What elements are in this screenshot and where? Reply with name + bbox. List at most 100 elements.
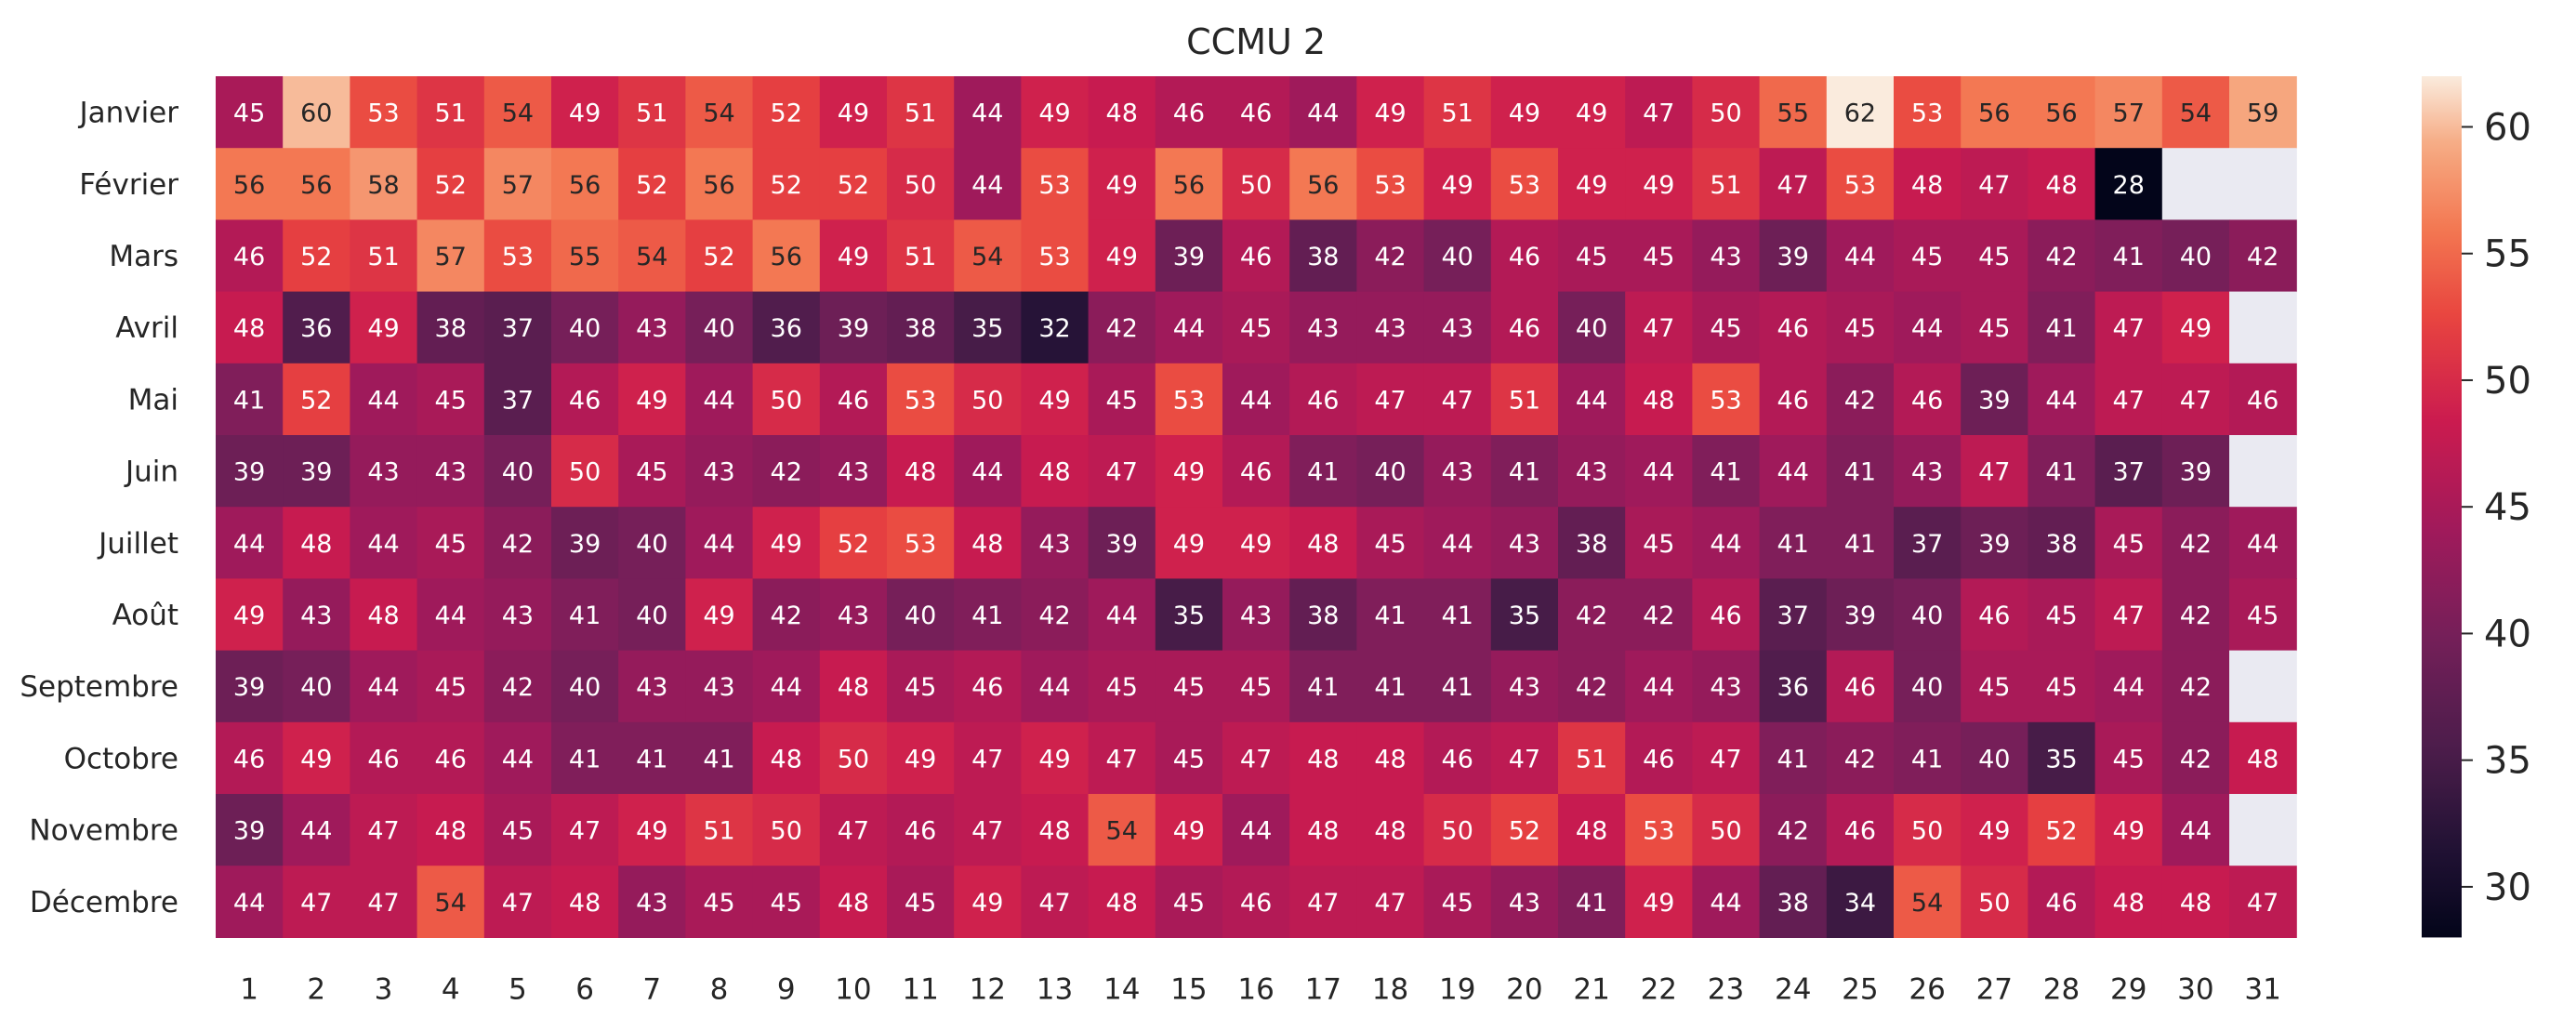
colorbar-tick-label: 35 (2484, 740, 2531, 783)
heatmap-cell (1289, 291, 1357, 364)
heatmap-cell (1490, 578, 1559, 652)
cell-value-label: 48 (771, 745, 802, 773)
cell-value-label: 40 (569, 314, 601, 343)
cell-value-label: 45 (1710, 314, 1741, 343)
heatmap-cell (819, 721, 888, 795)
heatmap-cell (283, 291, 350, 364)
cell-value-label: 44 (1576, 386, 1607, 415)
heatmap-cell (1961, 435, 2028, 508)
heatmap-cell (752, 76, 821, 149)
cell-value-label: 49 (1038, 386, 1070, 415)
heatmap-cell (2094, 148, 2163, 220)
cell-value-label: 52 (838, 530, 869, 559)
cell-value-label: 49 (569, 99, 601, 128)
cell-value-label: 40 (636, 601, 667, 630)
cell-value-label: 48 (838, 673, 869, 702)
heatmap-cell (216, 291, 284, 364)
heatmap-cell (887, 148, 955, 220)
cell-value-label: 50 (971, 386, 1003, 415)
cell-value-label: 53 (367, 99, 399, 128)
heatmap-cell (2094, 507, 2163, 579)
heatmap-cell (1894, 435, 1962, 508)
cell-value-label: 47 (1509, 745, 1540, 773)
cell-value-label: 37 (1911, 530, 1943, 559)
cell-value-label: 47 (1374, 889, 1406, 918)
cell-value-label: 53 (502, 243, 534, 271)
heatmap-cell (483, 721, 552, 795)
cell-value-label: 39 (838, 314, 869, 343)
heatmap-cell (887, 291, 955, 364)
heatmap-cell (618, 148, 686, 220)
cell-value-label: 45 (1374, 530, 1406, 559)
heatmap-cell (685, 507, 754, 579)
cell-value-label: 39 (233, 673, 265, 702)
cell-value-label: 52 (771, 171, 802, 200)
colorbar-tick-label: 55 (2484, 233, 2531, 276)
heatmap-cell-empty (2229, 650, 2297, 723)
heatmap-cell (1021, 866, 1090, 938)
heatmap-cell (1155, 507, 1223, 579)
heatmap-cell (283, 435, 350, 508)
heatmap-cell (954, 363, 1022, 436)
cell-value-label: 43 (1240, 601, 1272, 630)
cell-value-label: 46 (1777, 386, 1809, 415)
cell-value-label: 41 (1911, 745, 1943, 773)
heatmap-cell (1222, 794, 1290, 866)
cell-value-label: 41 (1442, 673, 1473, 702)
heatmap-cell (1088, 578, 1156, 652)
cell-value-label: 41 (1307, 673, 1339, 702)
heatmap-cell (1021, 219, 1090, 293)
cell-value-label: 49 (300, 745, 332, 773)
heatmap-cell (1826, 291, 1895, 364)
heatmap-cell (1558, 721, 1626, 795)
cell-value-label: 41 (569, 745, 601, 773)
heatmap-cell (551, 721, 619, 795)
cell-value-label: 40 (703, 314, 734, 343)
heatmap-cell (1423, 721, 1492, 795)
heatmap-cell (350, 578, 418, 652)
cell-value-label: 53 (1374, 171, 1406, 200)
heatmap-cell (283, 363, 350, 436)
heatmap-cell (1088, 363, 1156, 436)
heatmap-cell (1021, 435, 1090, 508)
cell-value-label: 43 (367, 458, 399, 487)
cell-value-label: 43 (1576, 458, 1607, 487)
heatmap-cell (954, 148, 1022, 220)
cell-value-label: 45 (1978, 673, 2010, 702)
heatmap-cell (685, 650, 754, 723)
cell-value-label: 53 (1643, 817, 1674, 846)
heatmap-cell (2161, 76, 2230, 149)
cell-value-label: 53 (1710, 386, 1741, 415)
heatmap-cell (416, 578, 485, 652)
heatmap-cell (483, 507, 552, 579)
cell-value-label: 49 (636, 386, 667, 415)
heatmap-cell (1759, 363, 1828, 436)
cell-value-label: 39 (569, 530, 601, 559)
cell-value-label: 45 (2113, 530, 2145, 559)
cell-value-label: 48 (1911, 171, 1943, 200)
heatmap-cell (350, 794, 418, 866)
heatmap-cell (551, 76, 619, 149)
colorbar-gradient (2422, 76, 2462, 938)
cell-value-label: 44 (1710, 530, 1741, 559)
heatmap-cell (1423, 578, 1492, 652)
heatmap-cell (1625, 219, 1693, 293)
cell-value-label: 45 (1643, 530, 1674, 559)
cell-value-label: 46 (971, 673, 1003, 702)
heatmap-cell (1356, 578, 1425, 652)
cell-value-label: 46 (1509, 314, 1540, 343)
cell-value-label: 52 (1509, 817, 1540, 846)
cell-value-label: 44 (971, 458, 1003, 487)
heatmap-cell (954, 794, 1022, 866)
heatmap-cell (1423, 507, 1492, 579)
heatmap-cell (216, 219, 284, 293)
heatmap-cell (954, 866, 1022, 938)
cell-value-label: 54 (1106, 817, 1138, 846)
cell-value-label: 50 (838, 745, 869, 773)
heatmap-cell (1625, 507, 1693, 579)
heatmap-cell (551, 435, 619, 508)
cell-value-label: 47 (367, 817, 399, 846)
heatmap-cell (2028, 219, 2096, 293)
heatmap-cell (1423, 794, 1492, 866)
heatmap-cell (1625, 291, 1693, 364)
